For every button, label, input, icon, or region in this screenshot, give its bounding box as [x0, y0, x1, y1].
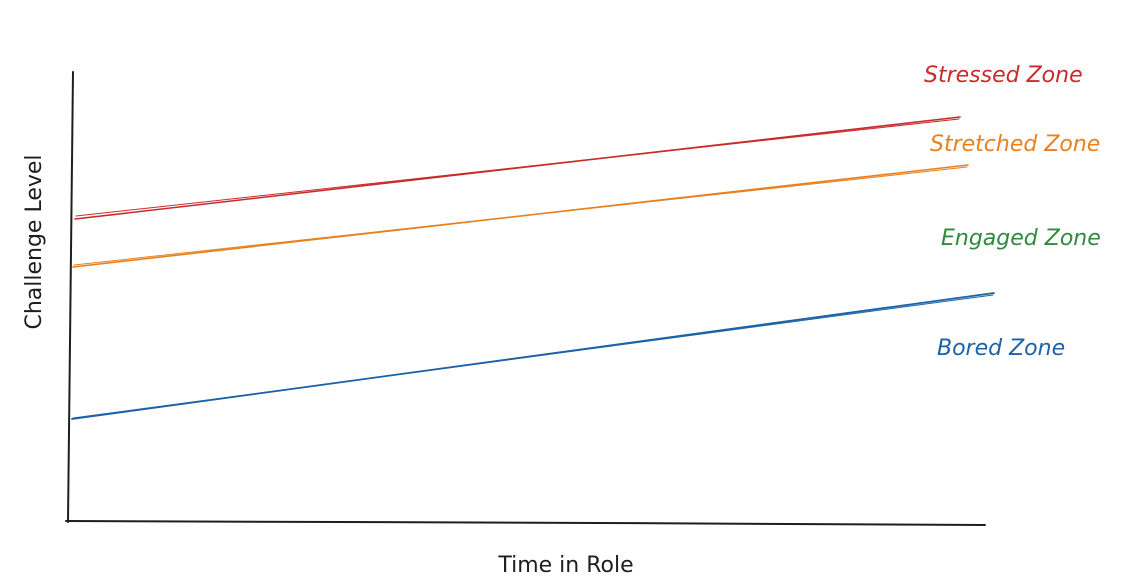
- stretched-zone-label: Stretched Zone: [930, 132, 1100, 157]
- x-axis: [65, 520, 986, 526]
- axes: [65, 71, 986, 526]
- zone-labels: Stressed Zone Stretched Zone Engaged Zon…: [924, 63, 1101, 361]
- y-axis: [67, 71, 74, 523]
- bored-zone-label: Bored Zone: [937, 336, 1065, 361]
- x-axis-label: Time in Role: [497, 553, 633, 578]
- zone-lines: [71, 116, 995, 420]
- y-axis-label: Challenge Level: [22, 154, 47, 329]
- engaged-zone-label: Engaged Zone: [941, 226, 1101, 251]
- stretched-zone-line: [72, 164, 969, 268]
- stressed-zone-label: Stressed Zone: [924, 63, 1083, 88]
- bored-zone-line: [71, 292, 995, 420]
- stressed-zone-line: [74, 116, 961, 220]
